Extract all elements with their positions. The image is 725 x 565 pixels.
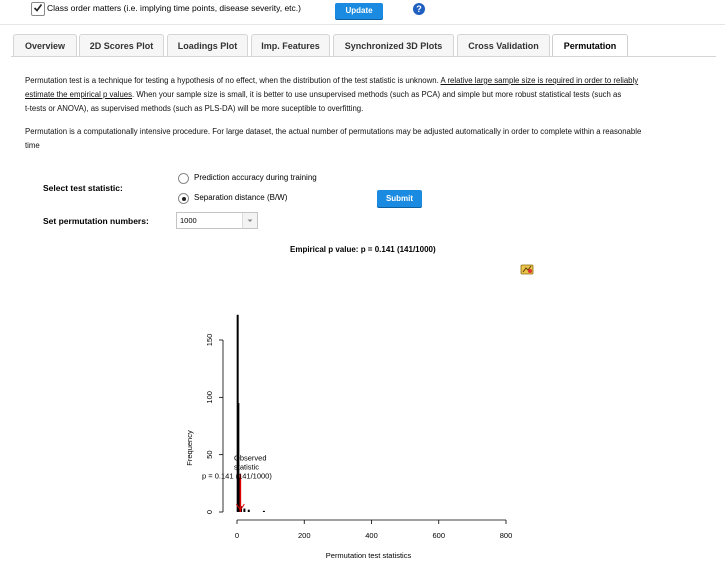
chevron-down-icon [247, 219, 253, 222]
tab-divider [11, 56, 716, 57]
histogram-bar [238, 477, 241, 512]
observed-arrow [235, 503, 245, 511]
description-paragraph: Permutation test is a technique for test… [25, 74, 715, 116]
permutation-histogram: 0 200 400 600 800 0 50 100 150 Frequency Permutati… [185, 314, 513, 560]
test-statistic-label: Select test statistic: [43, 183, 123, 193]
download-icon[interactable] [520, 262, 534, 280]
x-tick-label: 200 [298, 531, 311, 540]
y-tick-label: 100 [205, 391, 214, 404]
class-order-checkbox[interactable] [31, 2, 45, 16]
tab-overview[interactable]: Overview [13, 34, 77, 56]
y-tick-label: 0 [205, 510, 214, 514]
help-icon[interactable]: ? [413, 3, 425, 15]
class-order-label: Class order matters (i.e. implying time … [47, 3, 301, 13]
tab-cross-validation[interactable]: Cross Validation [457, 34, 550, 56]
desc-text: time [25, 141, 40, 150]
x-tick-label: 0 [235, 531, 239, 540]
tab-permutation[interactable]: Permutation [552, 34, 628, 57]
submit-button[interactable]: Submit [377, 190, 422, 207]
histogram-bar [262, 510, 265, 512]
tab-2d-scores-plot[interactable]: 2D Scores Plot [79, 34, 164, 56]
tab-imp-features[interactable]: Imp. Features [251, 34, 330, 56]
tab-synchronized-3d-plots[interactable]: Synchronized 3D Plots [333, 34, 454, 56]
empirical-p-value: Empirical p value: p = 0.141 (141/1000) [290, 245, 436, 254]
permutation-number-label: Set permutation numbers: [43, 216, 149, 226]
x-tick-label: 800 [500, 531, 513, 540]
radio-label-prediction-accuracy: Prediction accuracy during training [194, 173, 317, 182]
empirical-p-link[interactable]: estimate the empirical p values [25, 90, 133, 99]
radio-prediction-accuracy[interactable] [178, 173, 189, 184]
x-tick-label: 600 [432, 531, 445, 540]
radio-separation-distance[interactable] [178, 193, 189, 204]
desc-text: Permutation test is a technique for test… [25, 76, 439, 85]
tab-loadings-plot[interactable]: Loadings Plot [167, 34, 248, 56]
y-axis-title: Frequency [185, 430, 194, 466]
observed-label: Observed [234, 453, 267, 462]
desc-text: Permutation is a computationally intensi… [25, 127, 642, 136]
desc-text: t-tests or ANOVA), as supervised methods… [25, 104, 364, 113]
y-tick-label: 50 [205, 450, 214, 458]
desc-text: . When your sample size is small, it is … [132, 90, 622, 99]
permutation-number-select[interactable]: 1000 [176, 212, 258, 229]
histogram-bar [243, 508, 246, 512]
histogram-bar [237, 403, 240, 512]
checkmark-icon [33, 4, 43, 12]
update-button[interactable]: Update [335, 3, 383, 19]
histogram-bar [247, 509, 250, 512]
permutation-number-value: 1000 [180, 216, 197, 225]
x-tick-label: 400 [365, 531, 378, 540]
x-axis-title: Permutation test statistics [326, 551, 412, 560]
observed-pvalue-label: p = 0.141 (141/1000) [202, 471, 272, 480]
y-tick-label: 150 [205, 334, 214, 347]
divider [0, 24, 725, 25]
dropdown-button[interactable] [242, 213, 257, 228]
sample-size-link[interactable]: A relative large sample size is required… [440, 76, 639, 85]
radio-label-separation-distance: Separation distance (B/W) [194, 193, 288, 202]
description-paragraph-2: Permutation is a computationally intensi… [25, 125, 715, 153]
observed-label: statistic [234, 462, 259, 471]
